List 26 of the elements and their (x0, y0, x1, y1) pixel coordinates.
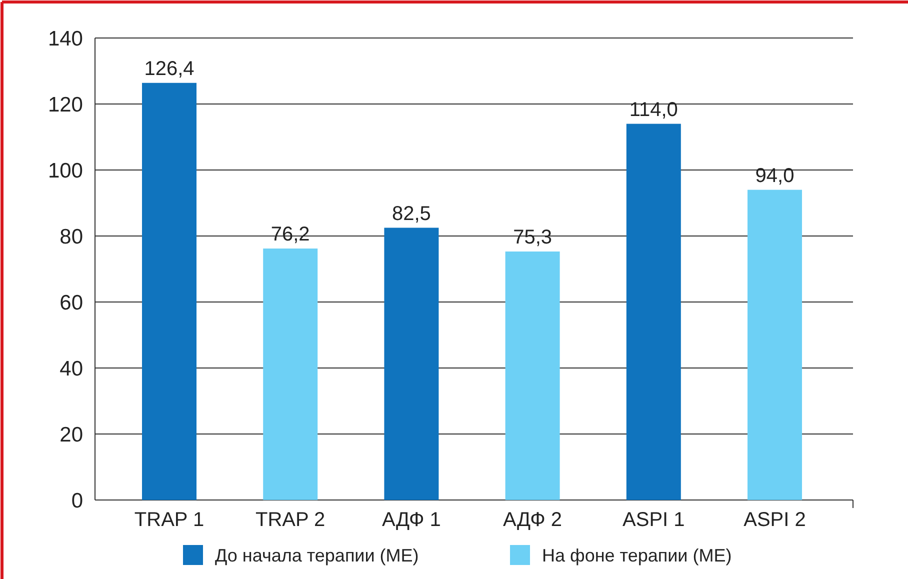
data-label: 126,4 (144, 58, 194, 80)
bar (626, 124, 681, 500)
data-label: 94,0 (755, 164, 794, 187)
bar (142, 82, 196, 500)
x-tick-label: АДФ 1 (382, 509, 441, 531)
bar (505, 252, 560, 500)
x-tick-label: TRAP 2 (256, 509, 326, 531)
y-tick-label: 140 (48, 27, 83, 50)
bar (384, 228, 439, 500)
x-tick-label: TRAP 1 (134, 509, 204, 531)
y-tick-label: 0 (71, 489, 83, 512)
y-tick-label: 40 (60, 357, 83, 380)
data-label: 114,0 (629, 98, 678, 121)
bar (748, 190, 802, 500)
y-tick-label: 20 (60, 423, 83, 446)
x-tick-label: АДФ 2 (503, 509, 562, 531)
data-label: 82,5 (392, 202, 431, 225)
bar (263, 248, 318, 500)
legend-label: До начала терапии (МЕ) (215, 545, 419, 566)
y-tick-label: 100 (48, 159, 83, 182)
legend-label: На фоне терапии (МЕ) (542, 545, 732, 566)
y-tick-label: 60 (60, 291, 83, 314)
x-tick-label: ASPI 1 (622, 509, 685, 531)
y-tick-label: 120 (48, 93, 83, 116)
y-tick-label: 80 (60, 225, 83, 248)
x-tick-label: ASPI 2 (744, 509, 806, 531)
